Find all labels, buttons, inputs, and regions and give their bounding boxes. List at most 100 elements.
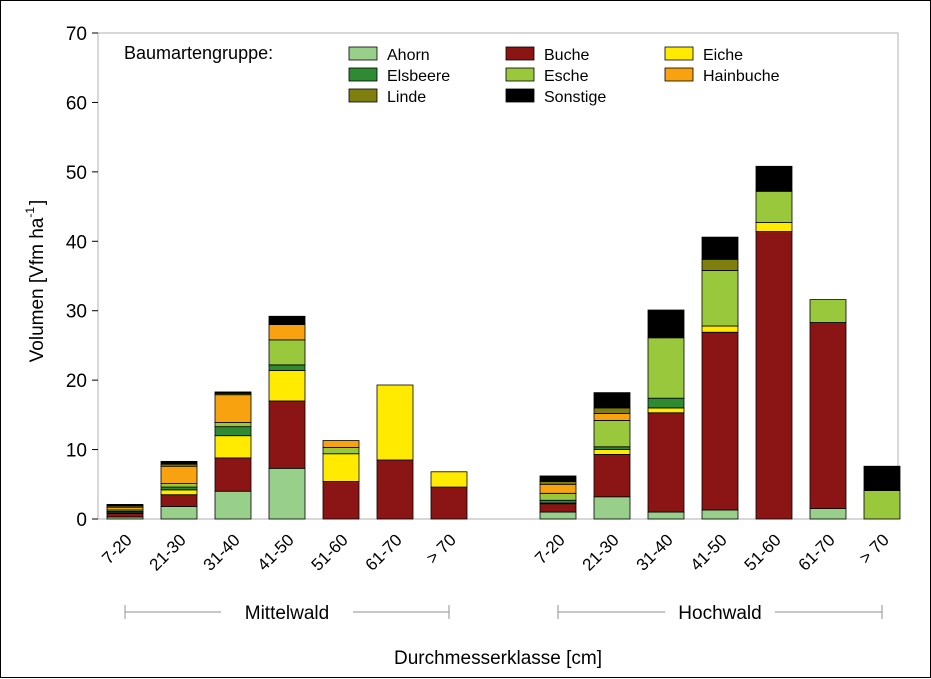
plot-border — [97, 32, 899, 520]
legend-label-sonstige: Sonstige — [544, 89, 606, 106]
legend-label-buche: Buche — [544, 47, 589, 64]
bar-segment-buche — [809, 322, 847, 509]
bar-segment-elsbeere — [268, 364, 306, 371]
x-tick-label: 41-50 — [254, 530, 298, 574]
bar-segment-buche — [214, 457, 252, 492]
bar-segment-ahorn — [647, 511, 685, 520]
bar-segment-elsbeere — [214, 426, 252, 437]
bar-segment-buche — [376, 459, 414, 520]
bar-segment-eiche — [647, 407, 685, 414]
y-tick-label: 0 — [76, 510, 87, 531]
bar-segment-esche — [539, 492, 577, 501]
bar-segment-buche — [701, 331, 739, 511]
bar-segment-elsbeere — [160, 486, 198, 491]
legend-swatch-hainbuche — [664, 67, 694, 82]
bar-segment-esche — [268, 339, 306, 366]
legend-swatch-ahorn — [348, 46, 378, 61]
bar-segment-sonstige — [106, 504, 144, 507]
svg-text:Volumen [Vfm ha-1]: Volumen [Vfm ha-1] — [23, 200, 48, 363]
y-axis-title-superscript: -1 — [23, 207, 37, 218]
bar-segment-eiche — [268, 370, 306, 402]
bar-segment-eiche — [214, 435, 252, 459]
group-brackets: Mittelwald Hochwald — [124, 603, 883, 624]
x-tick-label: 61-70 — [362, 530, 406, 574]
bar-segment-sonstige — [647, 309, 685, 339]
bar-segment-ahorn — [539, 511, 577, 520]
group-label: Hochwald — [678, 603, 761, 624]
legend-swatch-eiche — [664, 46, 694, 61]
legend-label-eiche: Eiche — [703, 47, 743, 64]
bar-segment-linde — [593, 407, 631, 414]
legend-swatch-linde — [348, 88, 378, 103]
y-tick-label: 60 — [66, 93, 87, 114]
bar-segment-linde — [539, 481, 577, 485]
y-axis-title-bracket: ] — [27, 200, 48, 205]
bar-segment-ahorn — [701, 509, 739, 520]
x-tick-label: 31-40 — [633, 530, 677, 574]
bar-segment-eiche — [430, 471, 468, 488]
legend-label-hainbuche: Hainbuche — [703, 68, 780, 85]
bar-segment-buche — [539, 503, 577, 513]
bar-segment-ahorn — [160, 506, 198, 520]
y-tick-label: 40 — [66, 232, 87, 253]
bar-segment-hainbuche — [160, 465, 198, 484]
bar-segment-eiche — [593, 449, 631, 455]
bar-segment-sonstige — [593, 392, 631, 409]
x-tick-label: 31-40 — [200, 530, 244, 574]
bar-segment-buche — [430, 486, 468, 520]
x-tick-label: > 70 — [423, 530, 460, 567]
legend-label-linde: Linde — [387, 89, 426, 106]
bar-segment-sonstige — [539, 475, 577, 482]
bar-segment-buche — [593, 454, 631, 498]
y-tick-label: 70 — [66, 24, 87, 45]
bar-segment-hainbuche — [593, 413, 631, 421]
bar-segment-sonstige — [755, 165, 793, 192]
bar-segment-ahorn — [214, 490, 252, 520]
group-label: Mittelwald — [245, 603, 329, 624]
x-tick-label: 7-20 — [98, 530, 135, 567]
bar-segment-ahorn — [809, 508, 847, 520]
y-tick-label: 10 — [66, 441, 87, 462]
bar-segment-hainbuche — [214, 394, 252, 423]
bar-segment-hainbuche — [268, 324, 306, 341]
bar-segment-sonstige — [214, 391, 252, 394]
x-axis-title: Durchmesserklasse [cm] — [394, 648, 602, 669]
x-tick-label: 21-30 — [146, 530, 190, 574]
bar-segment-esche — [863, 490, 901, 520]
bar-segment-hainbuche — [106, 506, 144, 511]
bar-segment-esche — [755, 190, 793, 223]
bar-segment-buche — [268, 400, 306, 469]
bar-segment-sonstige — [268, 315, 306, 326]
x-tick-label: 41-50 — [687, 530, 731, 574]
bar-segment-esche — [214, 422, 252, 428]
legend-label-esche: Esche — [544, 68, 589, 85]
bar-segment-buche — [106, 513, 144, 518]
bar-segment-esche — [593, 420, 631, 448]
bar-segment-hainbuche — [539, 483, 577, 494]
bar-segment-eiche — [755, 222, 793, 232]
bar-segment-eiche — [376, 384, 414, 461]
legend-swatch-buche — [505, 46, 535, 61]
y-tick-label: 50 — [66, 163, 87, 184]
y-axis-title: Volumen [Vfm ha-1] — [23, 200, 48, 363]
bar-segment-eiche — [160, 489, 198, 496]
x-tick-label: 51-60 — [308, 530, 352, 574]
legend-swatch-sonstige — [505, 88, 535, 103]
bar-segment-elsbeere — [593, 446, 631, 450]
bar-segment-buche — [755, 231, 793, 520]
bar-segment-elsbeere — [539, 499, 577, 504]
x-tick-label: 21-30 — [579, 530, 623, 574]
bar-segment-eiche — [701, 325, 739, 333]
plot-area — [97, 32, 899, 520]
legend-label-elsbeere: Elsbeere — [387, 68, 450, 85]
y-tick-label: 20 — [66, 371, 87, 392]
x-axis: 7-20 21-30 31-40 41-50 51-60 61-70 > 70 7-20 21-… — [98, 530, 892, 574]
legend: Baumartengruppe: Ahorn Buche Eiche Elsbeere… — [124, 43, 780, 106]
legend-swatch-elsbeere — [348, 67, 378, 82]
bar-segment-sonstige — [160, 460, 198, 465]
y-axis: 0 10 20 30 40 50 60 70 — [66, 24, 98, 531]
bar-segment-buche — [160, 494, 198, 507]
bar-segment-linde — [701, 258, 739, 271]
x-tick-label: 7-20 — [531, 530, 568, 567]
